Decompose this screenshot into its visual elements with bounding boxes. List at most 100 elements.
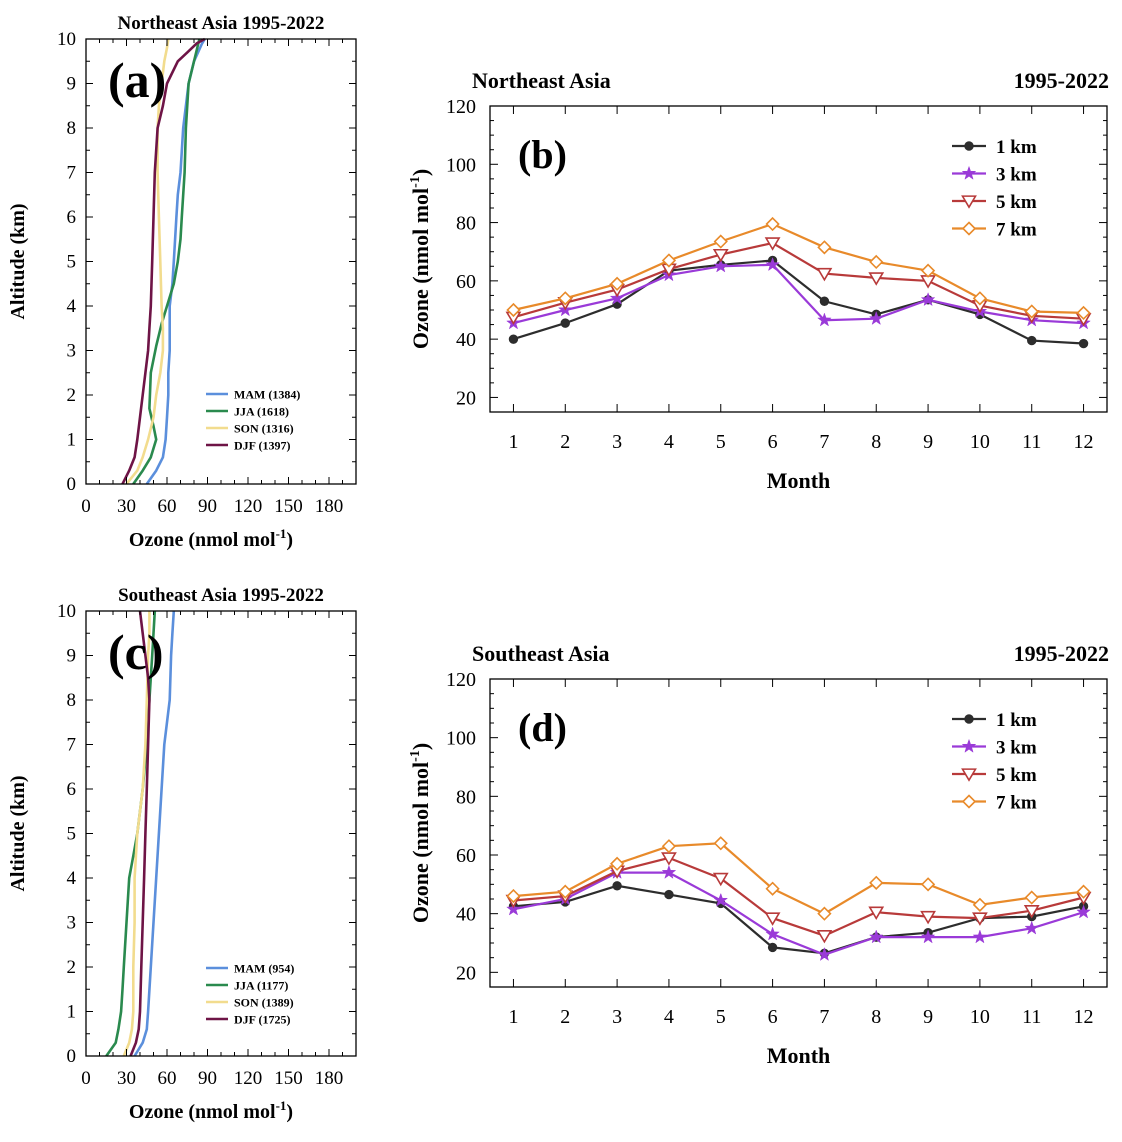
data-point-km7 — [609, 856, 625, 871]
data-point-km5 — [712, 872, 729, 887]
x-tick-label: 12 — [1074, 431, 1094, 453]
y-tick-label: 8 — [67, 690, 77, 711]
x-tick-label: 5 — [716, 1006, 726, 1028]
x-tick-label: 120 — [234, 1068, 263, 1089]
data-point-km3 — [713, 892, 729, 907]
series-line-son — [125, 38, 170, 485]
chart-title: Northeast Asia 1995-2022 — [118, 13, 325, 34]
data-point-km1 — [508, 334, 519, 344]
legend-marker-km3 — [961, 165, 977, 180]
series-line-km7 — [513, 842, 1084, 915]
data-point-km5 — [868, 906, 885, 920]
legend-label: MAM (1384) — [234, 388, 300, 402]
x-tick-label: 2 — [560, 431, 570, 453]
data-point-km7 — [920, 877, 936, 892]
data-point-km1 — [560, 318, 570, 328]
x-tick-label: 180 — [315, 496, 344, 517]
data-point-km7 — [713, 234, 728, 249]
x-axis-label: Ozone (nmol mol-1) — [129, 526, 293, 551]
y-tick-label: 120 — [446, 96, 476, 118]
legend-label: 7 km — [996, 220, 1037, 241]
x-tick-label: 12 — [1074, 1006, 1094, 1028]
data-point-km7 — [869, 875, 884, 890]
x-tick-label: 30 — [117, 1068, 136, 1089]
y-tick-label: 100 — [446, 154, 476, 176]
data-point-km3 — [972, 929, 988, 944]
data-point-km1 — [664, 889, 674, 900]
x-tick-label: 6 — [768, 431, 778, 453]
y-tick-label: 4 — [67, 296, 77, 317]
data-point-km7 — [972, 897, 988, 912]
series-line-km1 — [513, 884, 1084, 955]
data-point-km3 — [765, 926, 780, 941]
x-tick-label: 30 — [117, 496, 136, 517]
data-point-km7 — [558, 884, 573, 899]
x-tick-label: 6 — [768, 1006, 778, 1028]
y-tick-label: 100 — [446, 728, 476, 750]
panel-label: (b) — [518, 132, 567, 177]
data-point-km3 — [661, 864, 677, 879]
x-tick-label: 60 — [158, 496, 177, 517]
x-tick-label: 0 — [81, 496, 91, 517]
y-tick-label: 6 — [67, 779, 77, 800]
legend-marker-km3 — [961, 738, 977, 753]
plot-frame — [489, 105, 1108, 413]
x-axis-label: Month — [767, 1043, 831, 1068]
series-line-djf — [121, 37, 206, 485]
series-line-km5 — [513, 241, 1084, 320]
x-tick-label: 4 — [664, 431, 674, 453]
y-tick-label: 20 — [456, 387, 476, 409]
series-line-km1 — [513, 259, 1084, 345]
data-point-km5 — [764, 912, 781, 926]
data-point-km5 — [712, 248, 729, 263]
x-tick-label: 150 — [274, 496, 303, 517]
x-tick-label: 1 — [508, 1006, 518, 1028]
legend-marker-km5 — [961, 768, 977, 782]
x-tick-label: 10 — [970, 1006, 990, 1028]
data-point-km5 — [920, 910, 936, 925]
x-tick-label: 5 — [716, 431, 726, 453]
data-point-km7 — [713, 836, 728, 851]
legend-label: JJA (1618) — [234, 405, 289, 419]
y-tick-label: 2 — [67, 385, 77, 406]
data-point-km3 — [817, 312, 832, 327]
x-tick-label: 8 — [871, 1006, 881, 1028]
x-tick-label: 3 — [612, 431, 622, 453]
y-tick-label: 40 — [456, 904, 476, 926]
chart-period: 1995-2022 — [1014, 641, 1109, 666]
x-tick-label: 9 — [923, 1006, 933, 1028]
data-point-km7 — [609, 276, 625, 291]
data-point-km5 — [816, 267, 833, 282]
data-point-km7 — [765, 881, 780, 896]
y-tick-label: 0 — [67, 474, 77, 495]
y-axis-label: Altitude (km) — [7, 203, 29, 319]
y-tick-label: 2 — [67, 957, 77, 978]
x-axis-label: Month — [767, 468, 831, 493]
series-line-djf — [129, 610, 151, 1057]
chart-period: 1995-2022 — [1014, 68, 1109, 93]
y-axis-label: Ozone (nmol mol-1) — [408, 743, 433, 923]
x-tick-label: 0 — [81, 1068, 91, 1089]
data-point-km1 — [1027, 335, 1037, 346]
data-point-km1 — [612, 881, 622, 891]
y-tick-label: 3 — [67, 913, 77, 934]
legend-label: 3 km — [996, 165, 1037, 186]
x-tick-label: 180 — [315, 1068, 344, 1089]
data-point-km3 — [920, 292, 936, 307]
y-tick-label: 0 — [67, 1046, 77, 1067]
x-tick-label: 2 — [560, 1006, 570, 1028]
data-point-km3 — [920, 929, 936, 944]
data-point-km7 — [817, 906, 832, 921]
data-point-km1 — [767, 942, 778, 953]
panel-label: (d) — [518, 705, 567, 750]
data-point-km7 — [869, 254, 884, 270]
series-line-km3 — [513, 871, 1084, 956]
legend-label: DJF (1725) — [234, 1013, 291, 1027]
legend-label: 7 km — [996, 793, 1037, 814]
y-tick-label: 40 — [456, 329, 476, 351]
y-tick-label: 9 — [67, 646, 77, 667]
